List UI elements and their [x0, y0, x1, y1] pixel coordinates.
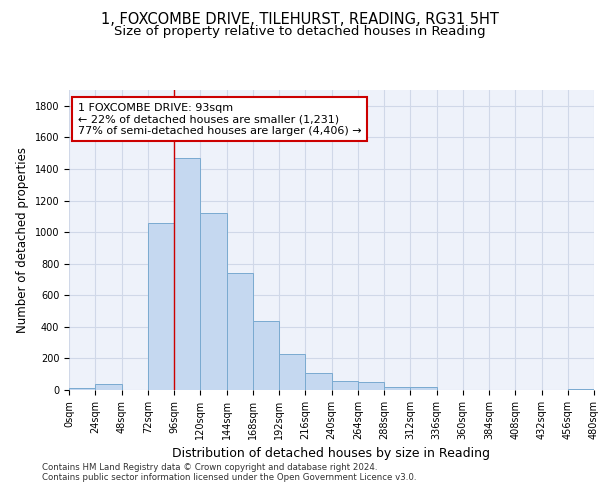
Bar [410, 387, 437, 390]
Bar [384, 387, 410, 390]
Text: Contains HM Land Registry data © Crown copyright and database right 2024.
Contai: Contains HM Land Registry data © Crown c… [42, 462, 416, 482]
X-axis label: Distribution of detached houses by size in Reading: Distribution of detached houses by size … [173, 448, 491, 460]
Bar [305, 372, 331, 390]
Bar [69, 388, 95, 390]
Bar [227, 273, 253, 390]
Y-axis label: Number of detached properties: Number of detached properties [16, 147, 29, 333]
Bar [95, 384, 121, 390]
Bar [358, 382, 384, 390]
Text: 1, FOXCOMBE DRIVE, TILEHURST, READING, RG31 5HT: 1, FOXCOMBE DRIVE, TILEHURST, READING, R… [101, 12, 499, 28]
Bar [568, 389, 594, 390]
Bar [279, 354, 305, 390]
Bar [331, 382, 358, 390]
Text: 1 FOXCOMBE DRIVE: 93sqm
← 22% of detached houses are smaller (1,231)
77% of semi: 1 FOXCOMBE DRIVE: 93sqm ← 22% of detache… [78, 102, 361, 136]
Bar [200, 213, 227, 390]
Bar [253, 320, 279, 390]
Bar [148, 222, 174, 390]
Bar [174, 158, 200, 390]
Text: Size of property relative to detached houses in Reading: Size of property relative to detached ho… [114, 25, 486, 38]
